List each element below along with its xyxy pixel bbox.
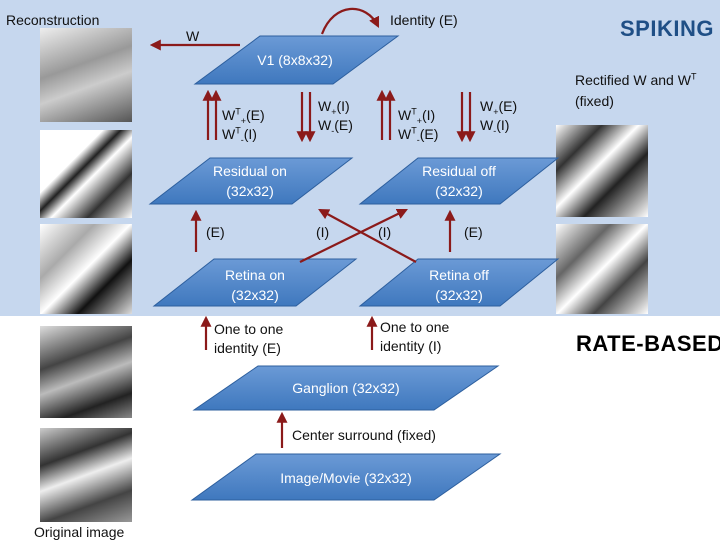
rate-based-title: RATE-BASED (576, 331, 720, 356)
left-up-weights: WT+(E) WT-(I) (222, 106, 265, 144)
one-to-one-e-line1: One to one (214, 321, 284, 337)
residual-on-size: (32x32) (226, 183, 274, 199)
left-down-weight-1: W+(I) (318, 98, 350, 117)
one-to-one-i-line1: One to one (380, 319, 450, 335)
image-movie-node (190, 453, 502, 501)
residual-off-size: (32x32) (435, 183, 483, 199)
residual-off-label: Residual off (32x32) (384, 161, 534, 201)
left-up-weight-1: WT+(E) (222, 106, 265, 126)
rectified-thumbnail-2 (556, 224, 648, 314)
rectified-label-line2: (fixed) (575, 93, 614, 109)
right-down-weights: W+(E) W-(I) (480, 97, 517, 135)
v1-node-label: V1 (8x8x32) (257, 52, 333, 68)
v1-node (193, 35, 400, 85)
retina-on-label: Retina on (32x32) (180, 265, 330, 305)
one-to-one-e-label: One to one identity (E) (214, 320, 283, 358)
residual-on-node (148, 157, 354, 205)
retina-off-size: (32x32) (435, 287, 483, 303)
retina-on-to-residual-off-arrow (299, 208, 408, 263)
residual-on-label: Residual on (32x32) (175, 161, 325, 201)
ganglion-thumbnail (40, 326, 132, 418)
retina-off-to-residual-on-arrow (318, 208, 417, 263)
ganglion-label: Ganglion (32x32) (292, 380, 400, 396)
retina-on-node (152, 258, 358, 307)
ganglion-node (192, 365, 500, 411)
right-up-weights: WT+(I) WT-(E) (398, 106, 438, 144)
right-up-weight-1: WT+(I) (398, 106, 436, 126)
left-down-weight-2: W-(E) (318, 117, 353, 136)
retina-on-name: Retina on (225, 267, 285, 283)
residual-on-name: Residual on (213, 163, 287, 179)
rectified-thumbnail-1 (556, 125, 648, 217)
retina-off-label: Retina off (32x32) (384, 265, 534, 305)
left-down-weights: W+(I) W-(E) (318, 97, 353, 135)
retina-on-size: (32x32) (231, 287, 279, 303)
reconstruction-thumbnail (40, 28, 132, 122)
reconstruction-label: Reconstruction (6, 12, 100, 28)
spiking-title: SPIKING (620, 16, 714, 41)
one-to-one-i-label: One to one identity (I) (380, 318, 449, 356)
right-up-weight-2: WT-(E) (398, 125, 439, 145)
identity-loop-arrow (320, 7, 379, 35)
cross-i-label-2: (I) (378, 224, 392, 240)
right-down-weight-1: W+(E) (480, 98, 518, 117)
original-image-label: Original image (34, 524, 125, 540)
residual-thumbnail-1 (40, 130, 132, 218)
one-to-one-e-line2: identity (E) (214, 340, 281, 356)
rectified-transpose: T (690, 71, 697, 82)
left-up-weight-2: WT-(I) (222, 125, 257, 145)
retina-off-e-label: (E) (464, 224, 483, 240)
residual-off-name: Residual off (422, 163, 496, 179)
retina-off-node (358, 258, 560, 307)
right-down-weight-2: W-(I) (480, 117, 510, 136)
image-movie-label: Image/Movie (32x32) (280, 470, 412, 486)
center-surround-label: Center surround (fixed) (292, 427, 436, 443)
retina-off-name: Retina off (429, 267, 489, 283)
cross-i-label-1: (I) (316, 224, 330, 240)
identity-label: Identity (E) (390, 12, 458, 28)
rectified-label-line1: Rectified W and WT (575, 72, 696, 89)
original-image-thumbnail (40, 428, 132, 522)
one-to-one-i-line2: identity (I) (380, 338, 442, 354)
residual-off-node (358, 157, 560, 205)
w-arrow-label: W (186, 28, 200, 44)
rectified-text: Rectified W and W (575, 72, 691, 88)
retina-on-e-label: (E) (206, 224, 225, 240)
residual-thumbnail-2 (40, 224, 132, 314)
